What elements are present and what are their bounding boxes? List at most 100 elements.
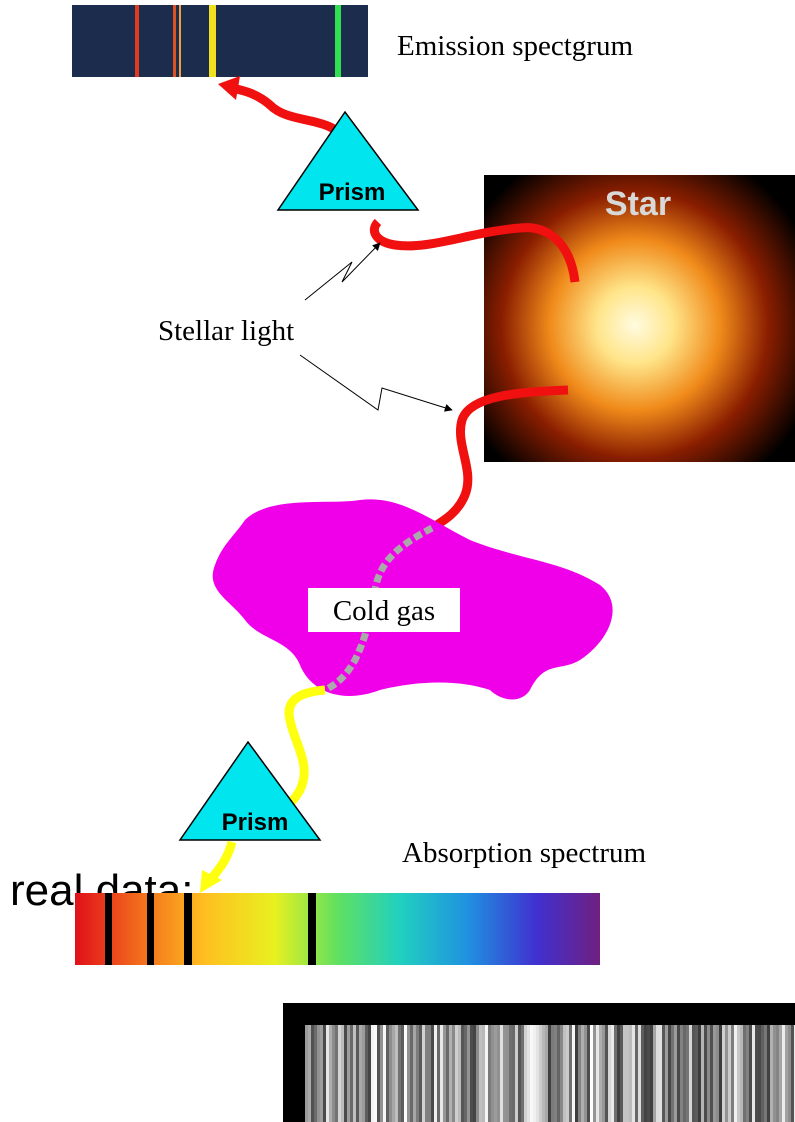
stripe bbox=[776, 1025, 779, 1122]
stripe bbox=[722, 1025, 725, 1122]
stripe bbox=[410, 1025, 413, 1122]
stripe bbox=[557, 1025, 560, 1122]
stripe bbox=[713, 1025, 716, 1122]
stripe bbox=[401, 1025, 404, 1122]
stripe bbox=[395, 1025, 398, 1122]
stripe bbox=[314, 1025, 317, 1122]
stripe bbox=[782, 1025, 785, 1122]
stripe bbox=[584, 1025, 587, 1122]
stripe bbox=[704, 1025, 707, 1122]
stripe bbox=[626, 1025, 629, 1122]
prism-label: Prism bbox=[319, 179, 386, 206]
stripe bbox=[467, 1025, 470, 1122]
stripe bbox=[506, 1025, 509, 1122]
stripe bbox=[413, 1025, 416, 1122]
stripe bbox=[659, 1025, 662, 1122]
stripe bbox=[392, 1025, 395, 1122]
stripe bbox=[743, 1025, 746, 1122]
stripe bbox=[788, 1025, 791, 1122]
stripe bbox=[590, 1025, 593, 1122]
stripe bbox=[512, 1025, 515, 1122]
stripe bbox=[605, 1025, 608, 1122]
stripe bbox=[338, 1025, 341, 1122]
stripe bbox=[563, 1025, 566, 1122]
stripe bbox=[326, 1025, 329, 1122]
stripe bbox=[332, 1025, 335, 1122]
stripe bbox=[716, 1025, 719, 1122]
absorption-spectrum bbox=[75, 893, 600, 965]
star-label: Star bbox=[605, 185, 671, 223]
stripe bbox=[404, 1025, 407, 1122]
light-beam bbox=[429, 385, 569, 532]
stripe bbox=[431, 1025, 434, 1122]
stripe bbox=[740, 1025, 743, 1122]
stripe bbox=[473, 1025, 476, 1122]
stripe bbox=[446, 1025, 449, 1122]
stripe bbox=[764, 1025, 767, 1122]
stripe bbox=[554, 1025, 557, 1122]
stripe bbox=[503, 1025, 506, 1122]
stripe bbox=[719, 1025, 722, 1122]
stripe bbox=[371, 1025, 374, 1122]
stripe bbox=[527, 1025, 530, 1122]
stripe bbox=[566, 1025, 569, 1122]
label-box bbox=[308, 588, 460, 632]
stripe bbox=[746, 1025, 749, 1122]
stripe bbox=[785, 1025, 788, 1122]
stripe bbox=[761, 1025, 764, 1122]
stripe bbox=[611, 1025, 614, 1122]
stripe bbox=[419, 1025, 422, 1122]
stripe bbox=[455, 1025, 458, 1122]
stripe bbox=[695, 1025, 698, 1122]
stripe bbox=[770, 1025, 773, 1122]
stripe bbox=[449, 1025, 452, 1122]
stripe bbox=[311, 1025, 314, 1122]
stripe bbox=[365, 1025, 368, 1122]
stripe bbox=[680, 1025, 683, 1122]
stripe bbox=[350, 1025, 353, 1122]
stripe bbox=[536, 1025, 539, 1122]
stripe bbox=[476, 1025, 479, 1122]
stripe bbox=[329, 1025, 332, 1122]
stripe bbox=[479, 1025, 482, 1122]
stripe bbox=[362, 1025, 365, 1122]
stripe bbox=[470, 1025, 473, 1122]
stripe bbox=[689, 1025, 692, 1122]
stripe bbox=[755, 1025, 758, 1122]
stripe bbox=[725, 1025, 728, 1122]
stripe bbox=[509, 1025, 512, 1122]
stripe bbox=[656, 1025, 659, 1122]
stripe bbox=[482, 1025, 485, 1122]
stripe bbox=[422, 1025, 425, 1122]
stripe bbox=[686, 1025, 689, 1122]
stripe bbox=[602, 1025, 605, 1122]
emission-spectrum bbox=[72, 5, 368, 77]
stripe bbox=[767, 1025, 770, 1122]
arrow-head bbox=[218, 76, 240, 100]
stripe bbox=[638, 1025, 641, 1122]
real-spectrum bbox=[283, 1003, 795, 1122]
stripe bbox=[572, 1025, 575, 1122]
stripe bbox=[440, 1025, 443, 1122]
stripe bbox=[677, 1025, 680, 1122]
stripe bbox=[335, 1025, 338, 1122]
stripe bbox=[305, 1025, 308, 1122]
stripe bbox=[461, 1025, 464, 1122]
stripe bbox=[425, 1025, 428, 1122]
stripe bbox=[608, 1025, 611, 1122]
stripe bbox=[728, 1025, 731, 1122]
stripe bbox=[791, 1025, 794, 1122]
stripe bbox=[524, 1025, 527, 1122]
stripe bbox=[731, 1025, 734, 1122]
stripe bbox=[623, 1025, 626, 1122]
stripe bbox=[752, 1025, 755, 1122]
stripe bbox=[344, 1025, 347, 1122]
stripe bbox=[635, 1025, 638, 1122]
stripe bbox=[632, 1025, 635, 1122]
light-beam bbox=[208, 840, 237, 881]
stripe bbox=[710, 1025, 713, 1122]
stripe bbox=[644, 1025, 647, 1122]
stripe bbox=[359, 1025, 362, 1122]
stripe bbox=[545, 1025, 548, 1122]
